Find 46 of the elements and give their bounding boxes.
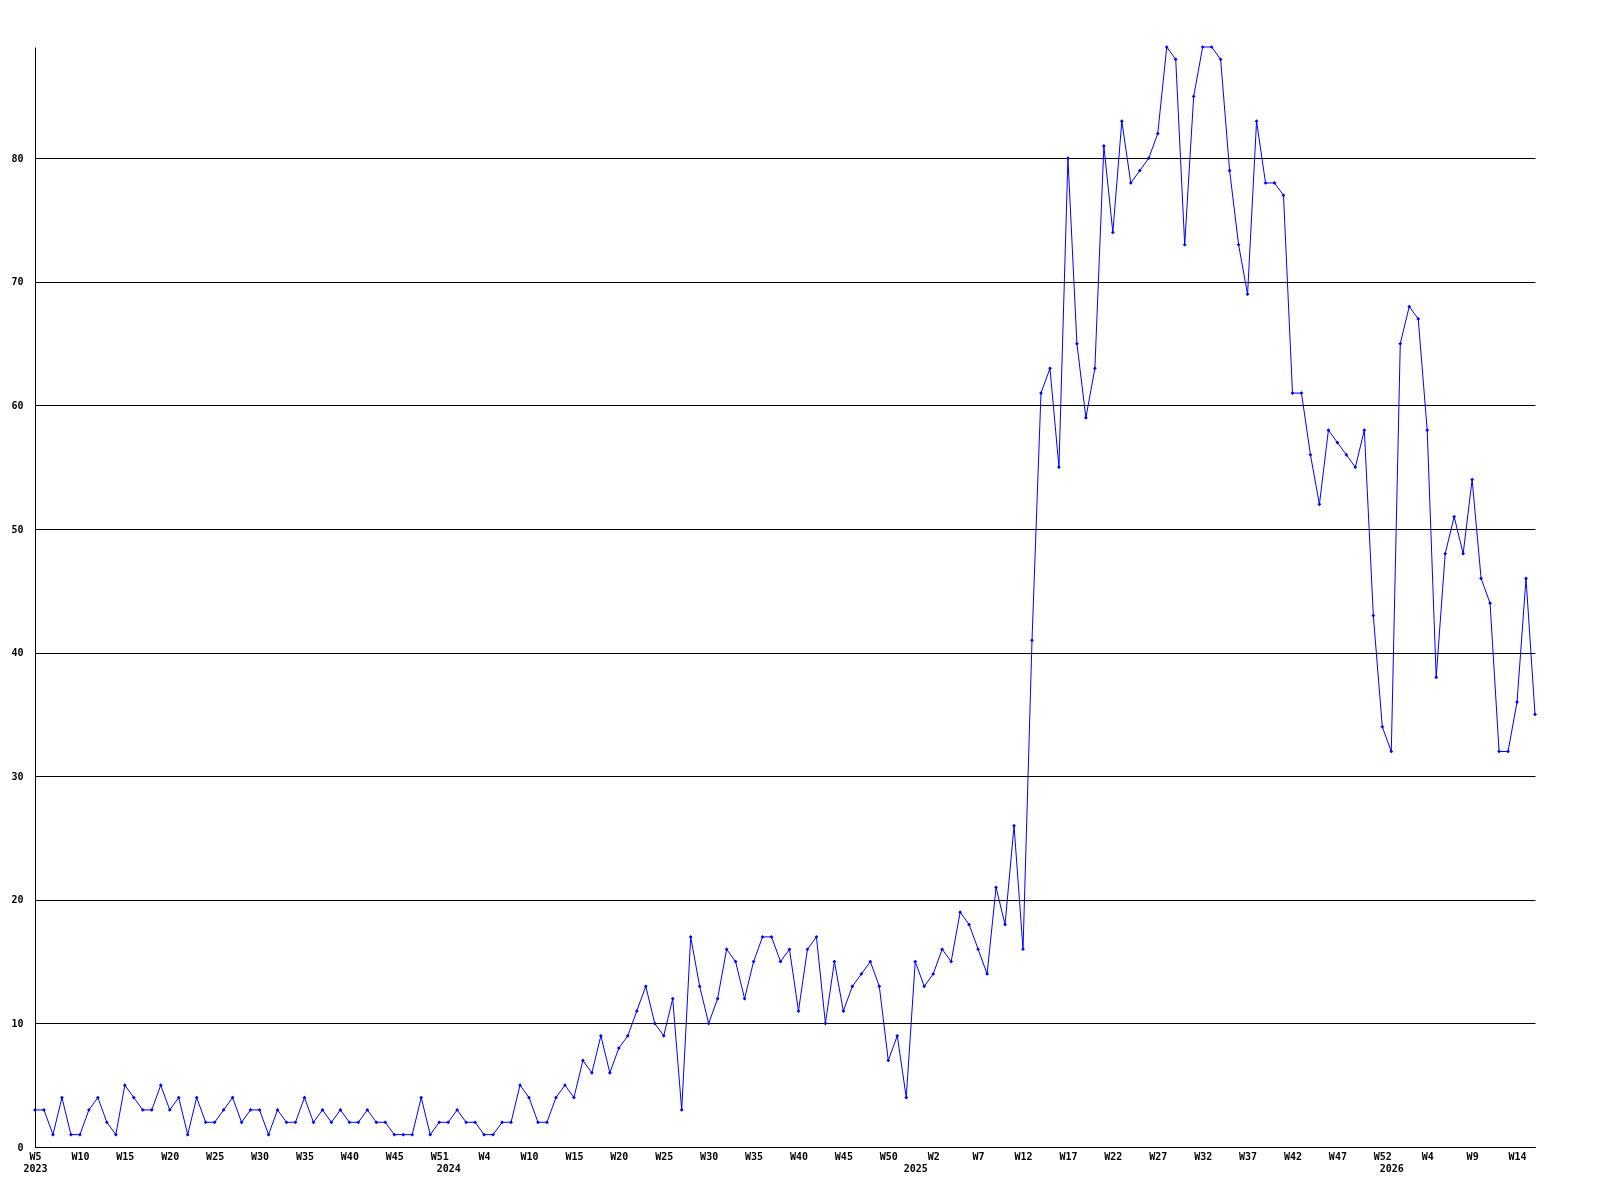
x-tick-label: W5 2023	[23, 1150, 48, 1174]
y-tick-label: 80	[11, 152, 24, 164]
x-tick-label: W20	[161, 1150, 180, 1162]
x-tick-label: W42	[1283, 1150, 1303, 1162]
y-tick-label: 40	[11, 647, 24, 659]
y-tick-label: 20	[11, 894, 24, 906]
y-tick-label: 10	[11, 1017, 24, 1029]
x-tick-label: W10	[71, 1150, 90, 1162]
y-tick-label: 60	[11, 399, 24, 411]
y-tick-label: 0	[17, 1141, 24, 1153]
y-tick-label: 30	[11, 770, 24, 782]
x-tick-label: W27	[1149, 1150, 1168, 1162]
x-tick-label: 2025	[903, 1162, 928, 1174]
x-tick-label: W2	[927, 1150, 940, 1162]
x-tick-label: W9	[1466, 1150, 1479, 1162]
x-tick-label: W20	[610, 1150, 629, 1162]
x-tick-label: 2026	[1379, 1162, 1404, 1174]
y-tick-label: 50	[11, 523, 24, 535]
x-tick-label: W37	[1239, 1150, 1258, 1162]
x-tick-label: W51	[430, 1150, 449, 1162]
x-tick-label: W7	[972, 1150, 985, 1162]
x-tick-label: W40	[340, 1150, 359, 1162]
x-tick-label: W4	[1421, 1150, 1434, 1162]
x-tick-label: W12	[1014, 1150, 1033, 1162]
x-tick-label: W4	[478, 1150, 491, 1162]
x-tick-label: W45	[834, 1150, 853, 1162]
x-tick-label: W50	[879, 1150, 898, 1162]
x-tick-label: W25	[206, 1150, 225, 1162]
x-tick-label: W30	[251, 1150, 270, 1162]
x-tick-label: W30	[700, 1150, 719, 1162]
x-tick-label: W32	[1194, 1150, 1213, 1162]
x-tick-label: W10	[520, 1150, 539, 1162]
x-tick-label: 2024	[436, 1162, 461, 1174]
y-tick-label: 70	[11, 276, 24, 288]
x-tick-label: W35	[295, 1150, 314, 1162]
x-tick-label: W15	[565, 1150, 584, 1162]
x-tick-label: W52	[1373, 1150, 1392, 1162]
x-tick-label: W14	[1508, 1150, 1527, 1162]
x-tick-label: W25	[655, 1150, 674, 1162]
x-tick-label: W35	[745, 1150, 764, 1162]
x-tick-label: W15	[116, 1150, 135, 1162]
x-tick-label: W45	[385, 1150, 404, 1162]
x-tick-label: W17	[1059, 1150, 1078, 1162]
x-tick-label: W47	[1328, 1150, 1347, 1162]
x-tick-label: W22	[1104, 1150, 1123, 1162]
x-tick-label: W40	[789, 1150, 808, 1162]
